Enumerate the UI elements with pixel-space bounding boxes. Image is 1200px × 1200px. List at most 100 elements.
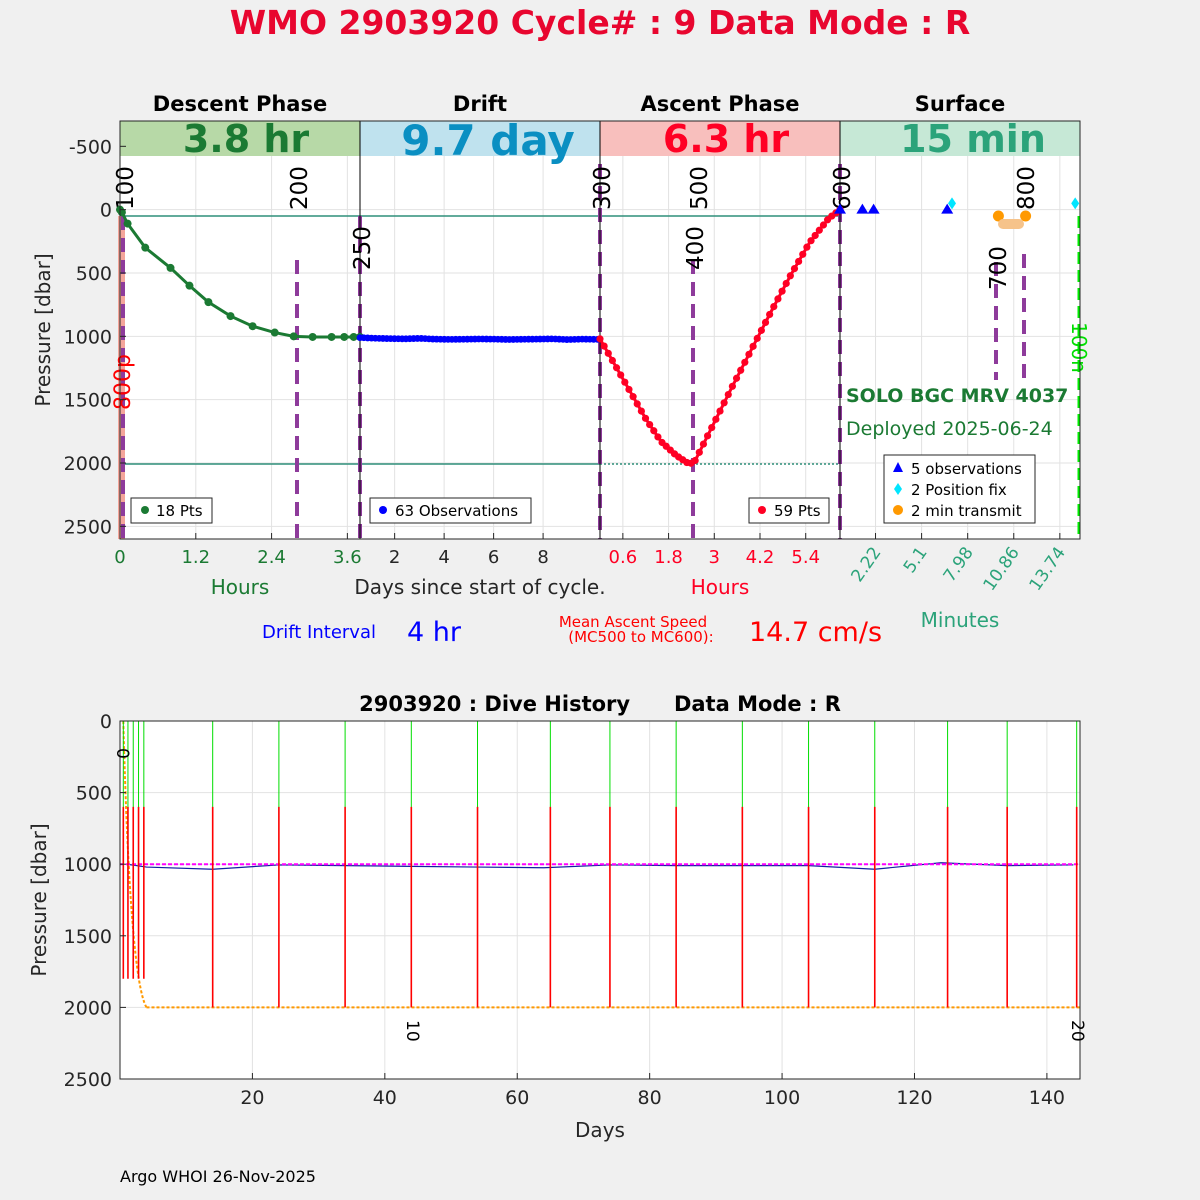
top-y-ticks: -500 0 500 1000 1500 2000 2500 — [64, 136, 126, 538]
float-name: SOLO BGC MRV 4037 — [846, 385, 1068, 407]
top-xtick-label-1-3: 8 — [537, 547, 548, 568]
ascent-point-36 — [745, 350, 753, 358]
mission-code-300: 300 — [590, 166, 616, 210]
ascent-speed-value: 14.7 cm/s — [749, 617, 882, 648]
ascent-point-8 — [629, 393, 637, 401]
history-xtick-label-6: 140 — [1029, 1087, 1065, 1109]
surface-transmit-0 — [992, 210, 1004, 222]
history-xtick-label-2: 60 — [505, 1087, 529, 1109]
surface-duration-band — [840, 121, 1080, 156]
history-xtick-label-1: 40 — [373, 1087, 397, 1109]
legend-position-icon — [894, 483, 902, 495]
ascent-point-40 — [761, 318, 770, 326]
ascent-duration-band — [600, 121, 840, 156]
top-xtick-label-1-1: 4 — [438, 547, 449, 568]
top-xtick-label-2-1: 1.8 — [654, 547, 683, 568]
descent-axes — [120, 121, 360, 539]
mission-code-700: 700 — [986, 246, 1012, 290]
history-xlabel: Days — [575, 1118, 625, 1142]
surface-observation-1 — [856, 203, 869, 214]
phase-header-descent: Descent Phase — [153, 92, 327, 116]
descent-xlabel: Hours — [211, 575, 270, 599]
history-ytick-label-5: 2500 — [64, 1069, 112, 1091]
top-xtick-label-2-0: 0.6 — [609, 547, 638, 568]
ascent-point-5 — [617, 371, 625, 379]
ascent-point-26 — [703, 432, 712, 440]
ascent-point-49 — [799, 250, 807, 258]
drift-legend-marker — [379, 506, 387, 514]
ascent-point-39 — [757, 326, 765, 334]
surface-legend: 5 observations 2 Position fix 2 min tran… — [883, 454, 1036, 524]
data-point-0-6 — [204, 298, 213, 307]
data-point-0-13 — [340, 332, 349, 341]
drift-duration-band — [360, 121, 600, 156]
data-point-0-7 — [226, 312, 235, 321]
phase-header-surface: Surface — [915, 92, 1005, 116]
ascent-point-51 — [807, 237, 815, 245]
top-ytick-label-6: 2500 — [64, 516, 112, 538]
drift-legend: 63 Observations — [369, 497, 532, 524]
ascent-point-14 — [654, 433, 662, 441]
ascent-point-30 — [720, 399, 728, 407]
history-title: 2903920 : Dive History Data Mode : R — [359, 692, 841, 716]
surface-observation-3 — [941, 203, 954, 214]
history-axes-border — [119, 720, 1081, 1080]
history-series — [120, 720, 1080, 1009]
top-axes-border — [119, 120, 1081, 540]
mission-code-100: 100 — [113, 166, 139, 210]
ascent-point-7 — [625, 385, 633, 394]
top-ytick-label-3: 1000 — [64, 326, 112, 348]
ascent-axes — [600, 121, 840, 539]
ascent-point-2 — [604, 349, 612, 357]
top-ytick-label-2: 500 — [76, 263, 112, 285]
phase-header-drift: Drift — [453, 92, 507, 116]
side-label-100n: 100n — [1067, 322, 1091, 373]
drift-interval-label: Drift Interval — [262, 622, 376, 643]
ascent-point-9 — [633, 400, 641, 408]
top-xtick-label-1-0: 2 — [389, 547, 400, 568]
drift-duration: 9.7 day — [401, 116, 575, 165]
ascent-point-29 — [716, 407, 724, 415]
surface-position-fix-1 — [1071, 197, 1080, 210]
deployed-date: Deployed 2025-06-24 — [846, 418, 1053, 440]
top-xtick-label-0-0: 0 — [114, 547, 125, 568]
surface-observation-0 — [834, 203, 846, 214]
history-axes — [120, 721, 1080, 1079]
top-ylabel: Pressure [dbar] — [31, 253, 55, 406]
ascent-point-37 — [749, 342, 757, 350]
cycle-label-0: 0 — [112, 748, 132, 759]
ascent-speed-label-1: Mean Ascent Speed — [559, 613, 707, 631]
top-panel: Descent Phase Drift Ascent Phase Surface… — [31, 92, 1091, 648]
ascent-point-54 — [819, 221, 828, 229]
data-point-0-3 — [141, 243, 150, 252]
descent-duration: 3.8 hr — [183, 117, 310, 161]
mission-code-400: 400 — [683, 226, 709, 270]
mission-code-800: 800 — [1014, 166, 1040, 210]
top-xtick-label-2-3: 4.2 — [746, 547, 775, 568]
drift-legend-text: 63 Observations — [395, 502, 518, 520]
surface-xlabel: Minutes — [921, 608, 1000, 632]
data-point-0-11 — [308, 332, 317, 341]
ascent-point-6 — [621, 378, 629, 386]
history-ytick-label-0: 0 — [100, 711, 112, 733]
ascent-point-38 — [753, 334, 761, 342]
descent-series — [116, 205, 364, 341]
surface-xtick-label-0: 2.22 — [848, 543, 886, 585]
ascent-legend-marker — [758, 506, 766, 514]
footer-credit: Argo WHOI 26-Nov-2025 — [120, 1167, 316, 1186]
descent-legend-text: 18 Pts — [156, 502, 203, 520]
surface-xtick-label-4: 13.74 — [1026, 543, 1070, 594]
ascent-point-35 — [741, 358, 749, 366]
ascent-point-47 — [790, 265, 799, 273]
surface-position-fix-0 — [948, 197, 956, 210]
history-initial-descent — [122, 720, 148, 1008]
surface-xtick-label-1: 5.1 — [900, 543, 932, 577]
surface-legend-position: 2 Position fix — [911, 481, 1007, 499]
history-xtick-label-3: 80 — [638, 1087, 662, 1109]
data-point-0-2 — [123, 219, 132, 228]
top-xtick-label-2-2: 3 — [709, 547, 720, 568]
mission-code-500: 500 — [687, 166, 713, 210]
ascent-duration: 6.3 hr — [663, 117, 790, 161]
top-xtick-label-2-4: 5.4 — [791, 547, 820, 568]
data-point-0-12 — [327, 332, 336, 341]
